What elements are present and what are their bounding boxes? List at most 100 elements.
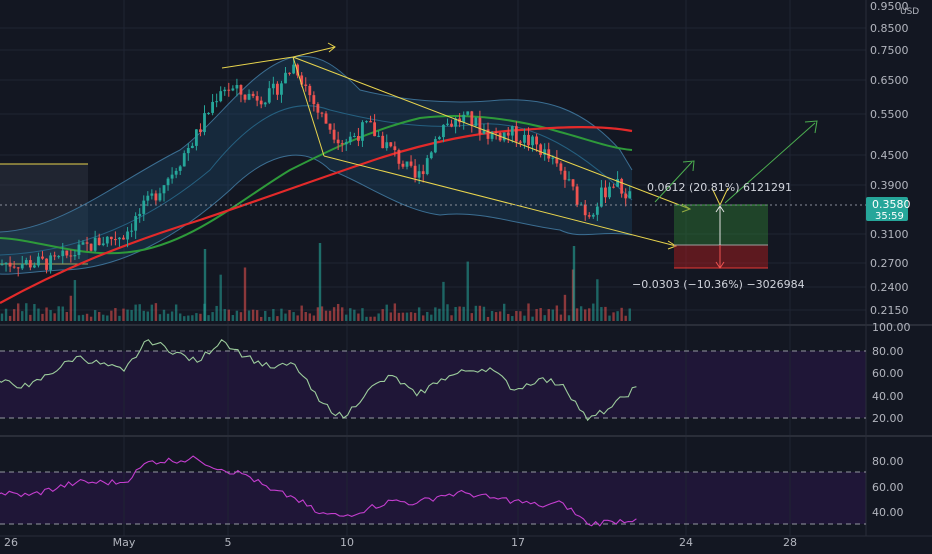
candle-body — [97, 237, 101, 246]
candle-body — [37, 256, 40, 266]
projection-arrow-yellow[interactable] — [711, 187, 721, 206]
candle-body — [381, 135, 385, 149]
volume-bar — [223, 309, 226, 321]
volume-bar — [247, 310, 251, 321]
candle-body — [454, 118, 457, 127]
volume-bar — [65, 311, 68, 321]
volume-bar — [21, 311, 24, 321]
candle-body — [462, 114, 466, 123]
candle-body — [77, 244, 81, 255]
candle-body — [207, 112, 210, 114]
candle-body — [69, 255, 73, 257]
volume-bar — [616, 311, 619, 321]
candle-body — [65, 250, 69, 256]
volume-bar — [288, 310, 291, 321]
candle-body — [466, 111, 470, 115]
consolidation-box[interactable] — [0, 164, 88, 264]
time-tick-label: 17 — [511, 536, 525, 549]
projection-arrow-yellow-2[interactable] — [719, 187, 729, 206]
moving-average-green — [0, 114, 633, 255]
time-tick-label: 10 — [340, 536, 354, 549]
position-profit-zone[interactable] — [674, 205, 768, 245]
volume-bar — [191, 315, 194, 321]
volume-bar — [166, 313, 170, 321]
candle-body — [357, 135, 360, 141]
candle-body — [474, 117, 478, 126]
rsi-axis[interactable]: 80.00 60.00 40.00 20.00 — [872, 345, 904, 425]
volume-bar — [162, 309, 166, 321]
rsi-line — [0, 339, 637, 422]
candle-body — [340, 143, 344, 145]
candle-body — [219, 91, 223, 102]
rsi-tick-label: 40.00 — [872, 390, 904, 403]
volume-bar — [361, 308, 364, 321]
price-tick-label: 0.3900 — [870, 179, 909, 192]
trend-arrow-top[interactable] — [292, 46, 336, 58]
volume-bar — [320, 306, 324, 321]
volume-bar — [397, 312, 401, 321]
volume-bar — [511, 316, 514, 321]
candle-body — [28, 260, 32, 268]
candle-body — [280, 83, 283, 95]
projection-arrow-green-long[interactable] — [724, 122, 816, 204]
candle-body — [405, 161, 409, 167]
candle-body — [608, 186, 611, 198]
candle-body — [595, 206, 599, 215]
volume-bar — [377, 313, 380, 321]
price-axis[interactable]: 0.9500 0.8500 0.7500 0.6500 0.5500 0.4500 0.39… — [870, 0, 909, 317]
candle-body — [336, 139, 340, 144]
position-loss-zone[interactable] — [674, 245, 768, 268]
volume-bar — [183, 316, 186, 321]
volume-bar — [523, 315, 526, 321]
volume-bar — [535, 309, 538, 321]
volume-bar — [81, 314, 85, 321]
trend-line-lower[interactable] — [323, 155, 677, 247]
volume-bar — [130, 310, 133, 321]
volume-bar — [12, 309, 16, 321]
volume-bar — [551, 309, 554, 321]
candle-body — [344, 142, 348, 145]
time-tick-label: 5 — [225, 536, 232, 549]
trend-line-top-left[interactable] — [221, 56, 294, 69]
candle-body — [547, 149, 551, 159]
volume-bar — [628, 308, 631, 321]
candle-body — [628, 191, 632, 199]
oscillator-axis[interactable]: 80.00 60.00 40.00 — [872, 455, 904, 519]
volume-bar — [280, 308, 283, 321]
volume-bar — [563, 294, 567, 321]
candle-body — [101, 243, 105, 246]
trend-line-pivot[interactable] — [292, 56, 325, 157]
time-axis[interactable]: 26 May 5 10 17 24 28 — [4, 536, 797, 549]
volume-bar — [324, 310, 328, 321]
candle-body — [85, 242, 89, 244]
volume-bar — [482, 306, 486, 321]
osc-guide-lines — [0, 471, 866, 525]
candle-body — [486, 129, 490, 139]
volume-bar — [539, 308, 542, 321]
volume-bar — [422, 315, 425, 321]
bollinger-basis — [0, 105, 633, 256]
time-tick-label: 24 — [679, 536, 693, 549]
candle-body — [8, 262, 12, 267]
volume-bar — [385, 304, 388, 321]
volume-bar — [490, 310, 494, 321]
volume-bar — [146, 311, 149, 321]
candle-body — [259, 100, 263, 105]
volume-bar — [98, 312, 101, 321]
volume-bar — [608, 315, 611, 321]
price-tick-label: 0.2700 — [870, 257, 909, 270]
volume-bar — [462, 306, 465, 321]
volume-bar — [29, 314, 32, 321]
projection-arrow-green-short[interactable] — [654, 161, 693, 203]
volume-bar — [69, 295, 73, 321]
volume-bar — [85, 313, 89, 321]
candle-body — [126, 231, 129, 240]
candle-body — [413, 165, 417, 178]
trend-line-upper[interactable] — [292, 56, 691, 210]
candle-body — [320, 112, 324, 114]
candle-body — [41, 256, 44, 259]
candle-body — [312, 95, 316, 105]
volume-bar — [17, 303, 20, 321]
volume-bar — [341, 307, 344, 321]
